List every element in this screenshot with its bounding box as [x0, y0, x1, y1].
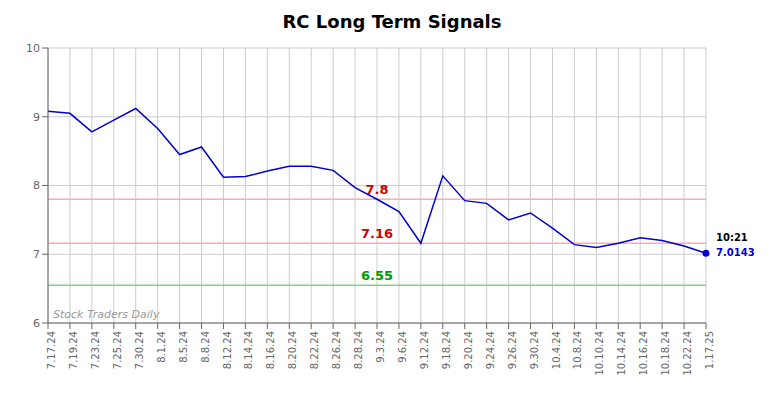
svg-text:6: 6	[33, 317, 40, 330]
svg-text:10.14.24: 10.14.24	[616, 331, 627, 376]
svg-text:10.8.24: 10.8.24	[573, 331, 584, 369]
svg-text:10.16.24: 10.16.24	[638, 331, 649, 376]
svg-text:10.18.24: 10.18.24	[660, 331, 671, 376]
svg-text:7.0143: 7.0143	[716, 247, 755, 258]
svg-text:9.30.24: 9.30.24	[529, 331, 540, 369]
svg-text:7.30.24: 7.30.24	[134, 331, 145, 369]
svg-text:9.6.24: 9.6.24	[397, 331, 408, 363]
html-text:RC Long Term Signals: RC Long Term Signals	[282, 11, 502, 32]
svg-text:8.14.24: 8.14.24	[244, 331, 255, 369]
svg-text:8.28.24: 8.28.24	[353, 331, 364, 369]
svg-text:7: 7	[33, 248, 40, 261]
svg-text:10.22.24: 10.22.24	[682, 331, 693, 376]
svg-text:7.8: 7.8	[365, 182, 388, 197]
svg-text:8.22.24: 8.22.24	[309, 331, 320, 369]
svg-text:10.10.24: 10.10.24	[594, 331, 605, 376]
svg-text:8.1.24: 8.1.24	[156, 331, 167, 363]
svg-text:10.4.24: 10.4.24	[551, 331, 562, 369]
svg-text:9.18.24: 9.18.24	[441, 331, 452, 369]
svg-text:Stock Traders Daily: Stock Traders Daily	[53, 308, 160, 321]
svg-text:1.17.25: 1.17.25	[704, 331, 715, 369]
svg-text:10: 10	[26, 42, 40, 55]
svg-text:10:21: 10:21	[716, 232, 748, 243]
svg-text:6.55: 6.55	[361, 268, 393, 283]
svg-text:9.12.24: 9.12.24	[419, 331, 430, 369]
svg-text:8: 8	[33, 179, 40, 192]
svg-text:9.3.24: 9.3.24	[375, 331, 386, 363]
svg-text:9.24.24: 9.24.24	[485, 331, 496, 369]
svg-text:7.19.24: 7.19.24	[68, 331, 79, 369]
svg-text:8.26.24: 8.26.24	[331, 331, 342, 369]
svg-text:8.5.24: 8.5.24	[178, 331, 189, 363]
svg-text:8.12.24: 8.12.24	[222, 331, 233, 369]
svg-text:9.20.24: 9.20.24	[463, 331, 474, 369]
svg-text:7.17.24: 7.17.24	[46, 331, 57, 369]
svg-text:8.16.24: 8.16.24	[265, 331, 276, 369]
svg-text:7.23.24: 7.23.24	[90, 331, 101, 369]
svg-text:7.25.24: 7.25.24	[112, 331, 123, 369]
svg-text:7.16: 7.16	[361, 226, 393, 241]
svg-text:9: 9	[33, 111, 40, 124]
svg-text:9.26.24: 9.26.24	[507, 331, 518, 369]
svg-text:8.8.24: 8.8.24	[200, 331, 211, 363]
svg-text:8.20.24: 8.20.24	[287, 331, 298, 369]
